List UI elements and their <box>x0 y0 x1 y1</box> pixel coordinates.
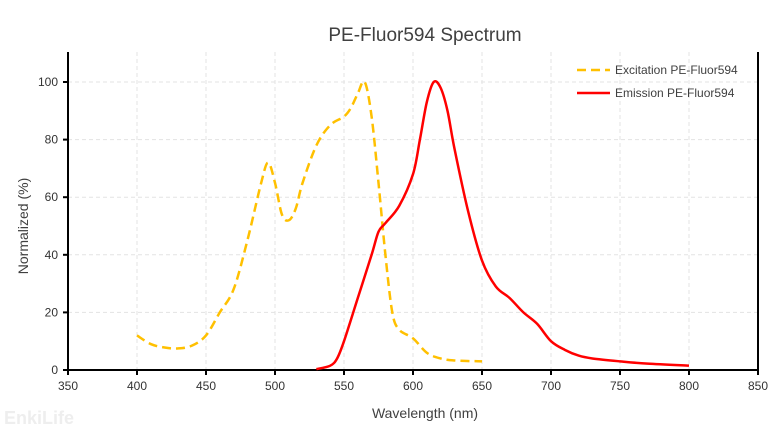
x-tick-label: 350 <box>58 379 78 393</box>
y-tick-label: 40 <box>45 248 59 262</box>
x-tick-label: 400 <box>127 379 147 393</box>
x-tick-label: 450 <box>196 379 216 393</box>
emission-series-line <box>316 79 690 371</box>
x-tick-label: 700 <box>541 379 561 393</box>
legend: Excitation PE-Fluor594 Emission PE-Fluor5… <box>577 63 738 100</box>
chart-title: PE-Fluor594 Spectrum <box>328 25 521 46</box>
y-tick-label: 100 <box>38 75 58 89</box>
y-tick-label: 20 <box>45 305 59 319</box>
x-tick-label: 850 <box>748 379 768 393</box>
excitation-legend-label: Excitation PE-Fluor594 <box>615 63 738 77</box>
y-tick-label: 80 <box>45 133 59 147</box>
y-tick-label: 0 <box>51 363 58 377</box>
x-tick-label: 550 <box>334 379 354 393</box>
x-tick-label: 500 <box>265 379 285 393</box>
watermark: EnkiLife <box>4 408 74 428</box>
y-tick-label: 60 <box>45 190 59 204</box>
x-tick-label: 800 <box>679 379 699 393</box>
y-axis-label: Normalized (%) <box>15 178 31 274</box>
x-tick-label: 600 <box>403 379 423 393</box>
x-axis-label: Wavelength (nm) <box>372 405 478 421</box>
excitation-series-line <box>136 79 483 363</box>
emission-legend-label: Emission PE-Fluor594 <box>615 86 735 100</box>
x-tick-label: 750 <box>610 379 630 393</box>
x-tick-label: 650 <box>472 379 492 393</box>
